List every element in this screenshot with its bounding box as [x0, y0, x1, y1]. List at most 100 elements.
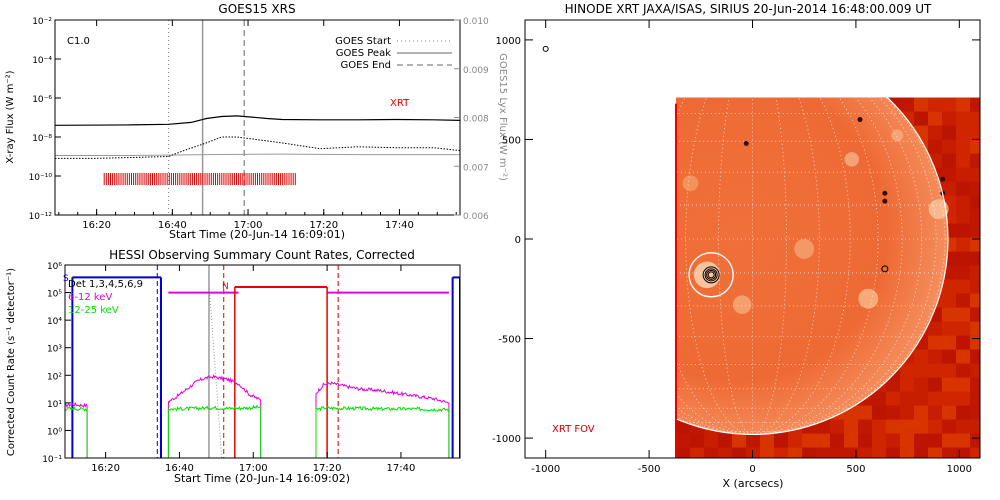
xrt-corona-block [956, 125, 970, 140]
xrt-active-region [794, 239, 815, 259]
xrt-corona-block [970, 377, 980, 392]
xrt-corona-block [732, 433, 746, 448]
xrt-corona-block [830, 419, 844, 434]
xrt-corona-block [970, 349, 980, 364]
xrt-fov-label: XRT FOV [552, 424, 595, 435]
series-0p5-4-angstrom [55, 136, 460, 159]
xrt-corona-block [970, 223, 980, 238]
hessi-ytick-label: 10⁻¹ [42, 455, 62, 465]
xrt-corona-block [928, 419, 942, 434]
xrt-corona-block [970, 181, 980, 196]
xrt-corona-block [928, 363, 942, 378]
xrt-corona-block [970, 405, 980, 420]
xrt-corona-block [676, 433, 690, 448]
xrt-corona-block [872, 419, 886, 434]
xrt-ytick-label: 1000 [496, 36, 521, 47]
hessi-xtick-label: 16:40 [165, 463, 194, 474]
xrt-corona-block [970, 195, 980, 210]
xrt-corona-block [760, 433, 774, 448]
xrt-corona-block [942, 111, 956, 126]
xrt-corona-block [704, 433, 718, 448]
goes-xlabel: Start Time (20-Jun-14 16:09:01) [169, 228, 345, 241]
goes-ytick-label: 10⁻² [32, 17, 52, 27]
xrt-solar-disk [675, 97, 948, 435]
xrt-corona-block [942, 181, 956, 196]
xrt-corona-block [956, 167, 970, 182]
hessi-xtick-label: 16:20 [91, 463, 120, 474]
xrt-corona-block [942, 363, 956, 378]
goes-xtick-label: 17:20 [309, 220, 338, 231]
hessi-axes-frame [64, 264, 461, 459]
xrt-corona-block [956, 209, 970, 224]
xrt-corona-block [690, 447, 704, 458]
xrt-xtick-label: 0 [749, 464, 755, 475]
xrt-dark-feature [857, 117, 863, 123]
xrt-corona-block [690, 433, 704, 448]
xrt-active-region [928, 199, 949, 220]
xrt-corona-block [956, 279, 970, 294]
xrt-corona-block [830, 447, 844, 458]
xrt-corona-block [844, 419, 858, 434]
xrt-ytick-label: -500 [498, 335, 521, 346]
xrt-corona-block [956, 405, 970, 420]
xrt-contour-small [881, 265, 889, 273]
xrt-corona-block [970, 251, 980, 266]
xrt-corona-block [970, 293, 980, 308]
xrt-corona-block [970, 111, 980, 126]
xrt-active-region [732, 295, 752, 314]
xrt-corona-block [956, 153, 970, 168]
xrt-corona-block [872, 405, 886, 420]
xrt-corona-block [886, 419, 900, 434]
xrt-corona-block [704, 447, 718, 458]
xrt-corona-block [900, 433, 914, 448]
xrt-disk-group [675, 97, 949, 435]
xrt-corona-block [830, 433, 844, 448]
xrt-active-region [858, 288, 879, 309]
xrt-corona-block [914, 405, 928, 420]
hessi-flag-n: N [222, 282, 229, 292]
xrt-corona-block [844, 447, 858, 458]
xrt-corona-block [970, 363, 980, 378]
goes-xtick-label: 16:40 [158, 220, 187, 231]
xrt-corona-block [956, 335, 970, 350]
xrt-active-region [891, 129, 904, 142]
hessi-det-label: Det 1,3,4,5,6,9 [68, 279, 143, 290]
xrt-corona-block [886, 377, 900, 392]
xrt-corona-block [886, 433, 900, 448]
series-6-12-keV [167, 374, 262, 458]
xrt-corona-block [956, 265, 970, 280]
xrt-solar-limb [556, 42, 949, 436]
hessi-axes: 16:20 16:40 17:00 17:20 17:40 10⁶ 10⁵ 10⁴ 10³ 10²… [42, 262, 415, 474]
xrt-corona-block [956, 307, 970, 322]
xrt-corona-block [956, 181, 970, 196]
legend-goes-peak: GOES Peak [336, 48, 391, 59]
xrt-corona-block [900, 419, 914, 434]
xrt-corona-block [760, 447, 774, 458]
xrt-corona-block [802, 447, 816, 458]
xrt-corona-block [914, 419, 928, 434]
xrt-dark-feature [940, 176, 946, 182]
xrt-corona-block [942, 167, 956, 182]
xrt-corona-block [970, 125, 980, 140]
xrt-corona-block [942, 335, 956, 350]
xrt-corona-block [914, 447, 928, 458]
xrt-xtick-label: -500 [638, 464, 661, 475]
xrt-corona-block [886, 447, 900, 458]
xrt-corona-block [970, 321, 980, 336]
xrt-corona-block [970, 307, 980, 322]
xrt-corona-block [942, 307, 956, 322]
xrt-corona-block [956, 111, 970, 126]
xrt-flare-contour [702, 266, 720, 284]
series-12-25-keV [315, 405, 450, 458]
xrt-corona-block [900, 377, 914, 392]
hessi-legend-6-12: 6-12 keV [68, 292, 112, 303]
hessi-ytick-label: 10³ [47, 345, 62, 355]
goes-title: GOES15 XRS [218, 2, 295, 16]
xrt-corona-block [970, 209, 980, 224]
series-12-25-keV [65, 406, 88, 458]
xrt-corona-block [942, 139, 956, 154]
xrt-active-region [682, 175, 699, 192]
xrt-xtick-label: 1000 [947, 464, 972, 475]
goes-class-label: C1.0 [67, 36, 90, 47]
goes-xtick-label: 16:20 [82, 220, 111, 231]
